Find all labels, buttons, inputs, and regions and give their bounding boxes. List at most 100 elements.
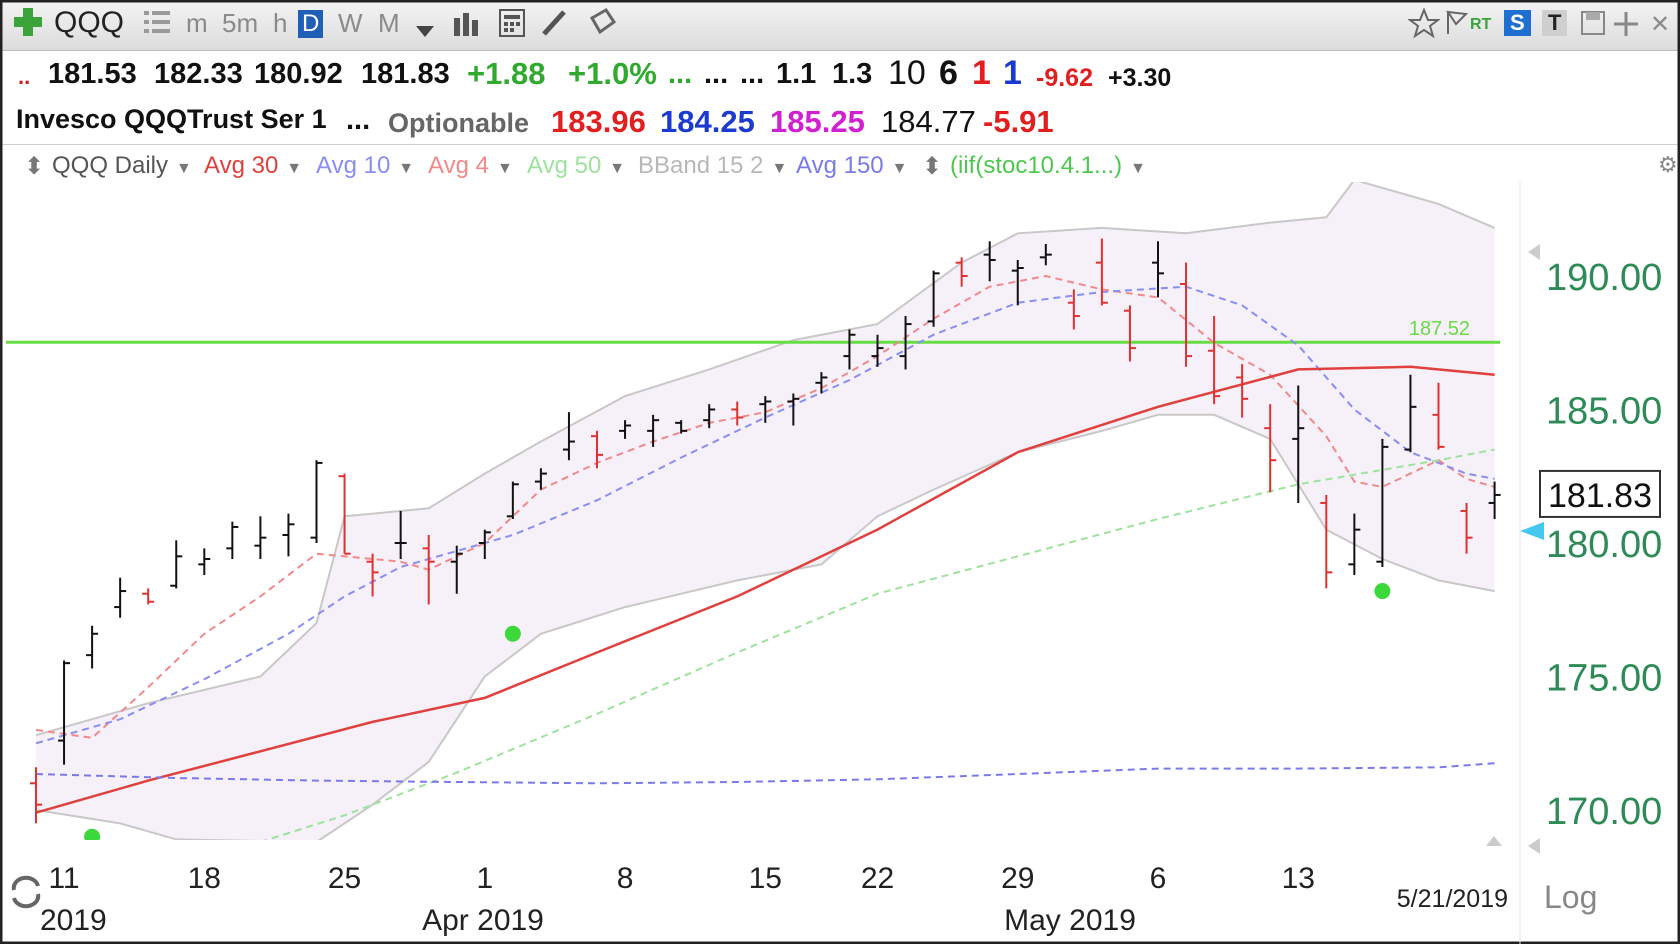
star-icon[interactable] <box>1407 7 1441 45</box>
legend-item-avg30[interactable]: Avg 30 ▼ <box>204 152 302 180</box>
ohlc-bar <box>619 420 632 439</box>
ohlc-bar <box>450 545 463 594</box>
open-value: 181.53 <box>48 58 137 90</box>
ma-value-1: 183.96 <box>551 104 646 139</box>
ohlc-bar <box>254 516 267 560</box>
ohlc-bar <box>366 553 379 597</box>
x-tick-label: 13 <box>1282 862 1315 895</box>
series-avg30 <box>35 365 1495 814</box>
legend-item-avg10[interactable]: Avg 10 ▼ <box>316 152 414 180</box>
y-tick-label: 175.00 <box>1546 658 1662 700</box>
log-scale-toggle[interactable]: Log <box>1544 879 1597 915</box>
list-icon[interactable] <box>144 8 170 43</box>
chevron-down-icon[interactable]: ▼ <box>496 160 513 177</box>
signal-dot <box>84 828 101 840</box>
last-date-label: 5/21/2019 <box>1397 885 1508 913</box>
save-icon[interactable] <box>1580 10 1606 43</box>
ohlc-bar <box>1123 305 1136 362</box>
close-icon[interactable]: ✕ <box>1650 11 1671 38</box>
ohlc-bar <box>759 396 772 423</box>
legend-label: (iif(stoc10.4.1...) <box>950 152 1123 179</box>
ma-value-4: 184.77 <box>881 104 976 139</box>
count-3: 1 <box>972 54 991 92</box>
interval-month[interactable]: M <box>378 8 400 38</box>
current-price-label: 181.83 <box>1548 477 1652 515</box>
ohlc-bar <box>1067 289 1080 330</box>
pencil-icon[interactable] <box>540 8 570 45</box>
interval-h[interactable]: h <box>273 8 288 38</box>
ohlc-bar <box>562 412 575 461</box>
calculator-icon[interactable] <box>498 8 528 45</box>
updown-icon[interactable]: ⬍ <box>922 153 943 180</box>
close-value: 181.83 <box>361 58 450 90</box>
symbol-label[interactable]: QQQ <box>54 6 125 39</box>
security-name: Invesco QQQTrust Ser 1 <box>16 104 327 134</box>
low-value: 180.92 <box>254 58 343 90</box>
y-tick-label: 180.00 <box>1546 524 1662 566</box>
legend-item-stoc[interactable]: (iif(stoc10.4.1...) ▼ <box>950 152 1146 180</box>
ohlc-bar <box>310 460 323 543</box>
ratio-1: 1.1 <box>776 58 817 90</box>
chevron-down-icon[interactable] <box>416 14 434 45</box>
optionable-label: Optionable <box>388 108 529 138</box>
bollinger-upper-line <box>35 182 1495 737</box>
ma-value-2: 184.25 <box>660 104 755 139</box>
x-tick-label: 8 <box>617 862 634 895</box>
eraser-icon[interactable] <box>586 8 617 45</box>
interval-d[interactable]: D <box>298 10 324 38</box>
refresh-icon[interactable] <box>11 875 41 909</box>
t-badge[interactable]: T <box>1542 10 1568 36</box>
chevron-down-icon[interactable]: ▼ <box>891 160 908 177</box>
ohlc-bar <box>647 414 660 447</box>
ohlc-bar <box>1011 259 1024 306</box>
chevron-down-icon[interactable]: ▼ <box>1130 160 1146 177</box>
price-axis: 190.00 185.00 180.00 175.00 170.00 187.52 181.… <box>1409 244 1662 854</box>
x-tick-label: 18 <box>188 862 221 895</box>
bar-chart-icon[interactable] <box>452 10 482 45</box>
ohlc-bar <box>506 481 519 519</box>
ohlc-bar <box>170 540 183 589</box>
x-tick-label: 1 <box>476 862 493 895</box>
interval-w[interactable]: W <box>338 8 363 38</box>
ohlc-bar <box>1460 502 1473 554</box>
bollinger-band-fill <box>36 182 1495 840</box>
legend-item-avg150[interactable]: Avg 150 ▼ <box>796 152 907 180</box>
chevron-down-icon[interactable]: ▼ <box>771 160 788 177</box>
ohlc-bar <box>815 372 828 394</box>
flag-icon[interactable] <box>1445 10 1469 43</box>
legend-item-qqq-daily[interactable]: QQQ Daily ▼ <box>52 152 192 180</box>
updown-icon[interactable]: ⬍ <box>24 153 45 180</box>
x-tick-label: 11 <box>48 862 79 895</box>
chevron-down-icon[interactable]: ▼ <box>398 160 415 177</box>
settings-icon[interactable]: ⚙ <box>1658 152 1678 177</box>
dots-1: ... <box>668 58 693 90</box>
ohlc-bar <box>534 468 547 490</box>
legend-item-avg50[interactable]: Avg 50 ▼ <box>527 152 625 180</box>
high-value: 182.33 <box>154 58 243 90</box>
ohlc-bar <box>226 521 239 560</box>
ohlc-bar <box>1180 262 1193 367</box>
interval-m[interactable]: m <box>186 8 208 38</box>
series-avg10 <box>35 285 1495 745</box>
ohlc-bar <box>703 404 716 429</box>
ohlc-bar <box>114 577 127 618</box>
x-tick-label: 22 <box>861 862 894 895</box>
move-icon[interactable] <box>1612 10 1640 45</box>
last-price-marker <box>1520 522 1544 540</box>
ohlc-bar <box>1264 404 1277 493</box>
chevron-down-icon[interactable]: ▼ <box>176 160 192 177</box>
legend-item-avg4[interactable]: Avg 4 ▼ <box>428 152 513 180</box>
chevron-down-icon[interactable]: ▼ <box>609 160 626 177</box>
add-icon[interactable] <box>12 6 44 45</box>
chevron-down-icon[interactable]: ▼ <box>286 160 303 177</box>
legend-item-bband[interactable]: BBand 15 2 ▼ <box>638 152 787 180</box>
x-tick-label: 25 <box>328 862 361 895</box>
rt-badge[interactable]: RT <box>1470 16 1492 33</box>
pos-value: +3.30 <box>1108 64 1172 92</box>
interval-5m[interactable]: 5m <box>222 8 259 38</box>
dots-2: ... <box>704 58 729 90</box>
s-badge[interactable]: S <box>1504 10 1531 36</box>
